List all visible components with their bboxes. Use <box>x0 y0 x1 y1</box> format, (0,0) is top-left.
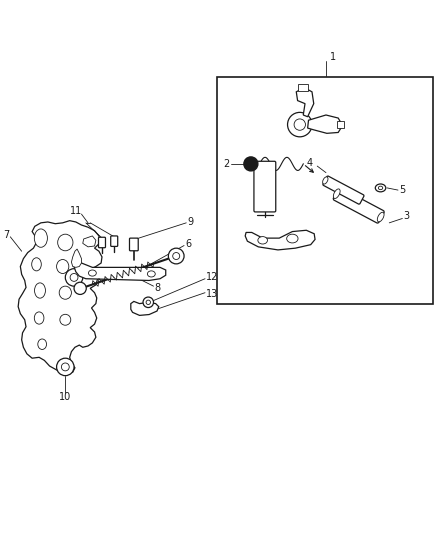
Circle shape <box>146 300 150 304</box>
Ellipse shape <box>333 189 340 198</box>
Ellipse shape <box>148 271 155 277</box>
Ellipse shape <box>34 229 47 247</box>
Text: 9: 9 <box>187 216 193 227</box>
Text: 11: 11 <box>70 206 82 216</box>
Polygon shape <box>245 230 315 250</box>
Ellipse shape <box>287 234 298 243</box>
Text: 6: 6 <box>185 239 191 249</box>
Text: 2: 2 <box>224 159 230 169</box>
Polygon shape <box>74 262 166 280</box>
FancyBboxPatch shape <box>323 176 364 204</box>
Polygon shape <box>296 87 314 117</box>
Circle shape <box>70 273 78 281</box>
FancyBboxPatch shape <box>333 188 384 223</box>
Ellipse shape <box>38 339 46 350</box>
Circle shape <box>294 119 305 130</box>
Circle shape <box>65 269 83 286</box>
Text: 7: 7 <box>4 230 10 240</box>
Text: 13: 13 <box>206 288 218 298</box>
Ellipse shape <box>35 283 46 298</box>
Bar <box>217 77 433 304</box>
Polygon shape <box>83 236 96 247</box>
FancyBboxPatch shape <box>99 237 106 248</box>
Circle shape <box>173 253 180 260</box>
Bar <box>298 84 307 92</box>
Ellipse shape <box>323 177 328 184</box>
Text: 4: 4 <box>306 158 312 167</box>
Text: 5: 5 <box>399 185 405 195</box>
FancyBboxPatch shape <box>254 161 276 212</box>
Ellipse shape <box>58 234 73 251</box>
Ellipse shape <box>88 270 96 276</box>
Ellipse shape <box>258 237 268 244</box>
Text: 8: 8 <box>154 284 160 293</box>
Text: 12: 12 <box>206 272 218 282</box>
Ellipse shape <box>59 286 71 299</box>
Ellipse shape <box>60 314 71 325</box>
Text: 3: 3 <box>403 211 410 221</box>
Ellipse shape <box>32 258 41 271</box>
Polygon shape <box>131 302 159 316</box>
Bar <box>337 121 344 128</box>
Polygon shape <box>18 221 102 374</box>
Circle shape <box>143 297 153 308</box>
Ellipse shape <box>34 312 44 324</box>
FancyBboxPatch shape <box>111 236 118 246</box>
Text: 1: 1 <box>330 52 336 62</box>
Circle shape <box>288 112 312 137</box>
Ellipse shape <box>57 260 69 273</box>
Circle shape <box>57 358 74 376</box>
Circle shape <box>74 282 86 294</box>
Circle shape <box>61 363 69 371</box>
Text: 10: 10 <box>59 392 71 401</box>
Polygon shape <box>71 249 81 268</box>
Polygon shape <box>307 115 343 133</box>
Ellipse shape <box>375 184 386 192</box>
Ellipse shape <box>377 212 384 222</box>
Circle shape <box>244 157 258 171</box>
Circle shape <box>168 248 184 264</box>
FancyBboxPatch shape <box>130 238 138 251</box>
Ellipse shape <box>378 186 383 190</box>
